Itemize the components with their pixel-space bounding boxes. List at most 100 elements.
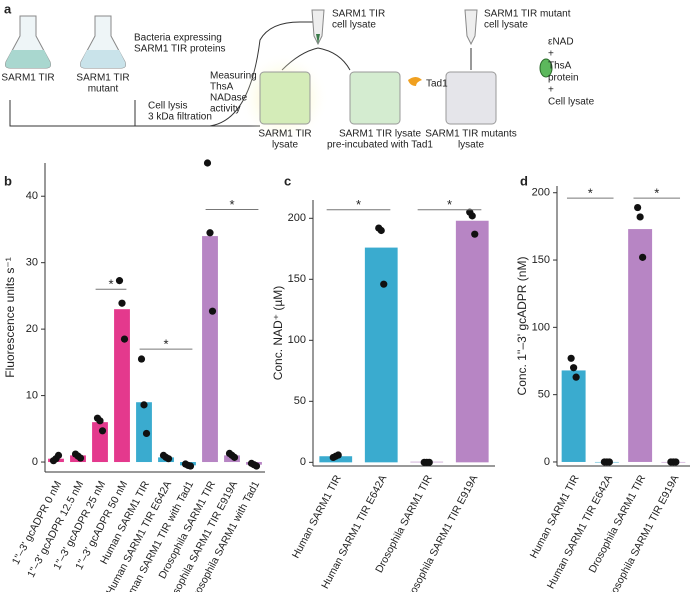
beaker [349, 71, 401, 125]
diagram-label: SARM1 TIR lysate [339, 129, 421, 140]
flow-line [9, 21, 322, 127]
data-point [208, 307, 217, 315]
data-point [334, 451, 342, 459]
data-point [572, 373, 580, 381]
diagram-label: lysate [458, 140, 485, 151]
panel-a: a b c d [4, 1, 553, 188]
diagram-label: Bacteria expressing [134, 33, 222, 44]
data-point [120, 335, 129, 343]
data-point [203, 159, 212, 167]
y-tick-label: 100 [288, 334, 306, 346]
diagram-label: Cell lysate [548, 97, 595, 108]
diagram-label: 3 kDa filtration [148, 112, 212, 123]
data-point [140, 401, 148, 409]
diagram-label: activity [210, 104, 241, 115]
data-point [639, 253, 647, 261]
diagram-label: mutant [88, 84, 119, 95]
tube [464, 9, 478, 46]
diagram-label: cell lysate [484, 20, 528, 31]
data-point [164, 455, 173, 463]
y-tick-label: 0 [544, 456, 550, 468]
data-point [115, 277, 124, 285]
data-point [471, 230, 479, 238]
data-point [570, 364, 578, 372]
data-point [468, 212, 476, 220]
diagram-label: SARM1 TIR proteins [134, 44, 226, 55]
diagram-label: εNAD [548, 37, 574, 48]
diagram-label: SARM1 TIR [76, 73, 129, 84]
bar [628, 229, 653, 462]
y-tick-label: 150 [532, 254, 550, 266]
panel-letter: a [4, 1, 12, 16]
diagram-label: protein [548, 73, 579, 84]
thsa-icon [539, 58, 553, 78]
diagram-label: lysate [272, 140, 299, 151]
tad1-icon [408, 77, 422, 86]
y-axis-label: Fluorescence units s⁻¹ [3, 257, 17, 377]
tube-liquid [316, 34, 320, 44]
y-axis-label: Conc. NAD⁺ (µM) [271, 286, 285, 381]
y-tick-label: 0 [300, 456, 306, 468]
significance-label: * [588, 186, 593, 201]
y-tick-label: 200 [532, 187, 550, 199]
data-point [605, 458, 613, 466]
diagram-label: pre-incubated with Tad1 [327, 140, 433, 151]
data-point [567, 354, 575, 362]
y-tick-label: 100 [532, 321, 550, 333]
significance-label: * [654, 186, 659, 201]
y-axis-label: Conc. 1''–3' gcADPR (nM) [515, 257, 529, 396]
data-point [142, 429, 151, 438]
y-tick-label: 10 [26, 389, 38, 401]
diagram-label: SARM1 TIR [1, 73, 54, 84]
data-point [96, 417, 104, 425]
diagram-label: + [548, 49, 554, 60]
y-tick-label: 0 [32, 456, 38, 468]
bar [561, 370, 586, 462]
y-tick-label: 40 [26, 190, 38, 202]
beaker [445, 71, 497, 125]
panel-letter: d [520, 173, 528, 188]
y-tick-label: 30 [26, 257, 38, 269]
x-tick-label: Human SARM1 TIR [290, 473, 344, 561]
diagram-label: NADase [210, 93, 248, 104]
data-point [377, 226, 385, 235]
diagram-label: cell lysate [332, 20, 376, 31]
diagram-label: SARM1 TIR [332, 9, 385, 20]
significance-label: * [108, 277, 113, 292]
significance-label: * [163, 337, 168, 352]
panel-letter: b [4, 173, 12, 188]
flask-liquid [80, 50, 126, 68]
data-point [206, 229, 214, 237]
diagram-label: ThsA [548, 61, 572, 72]
y-tick-label: 50 [538, 389, 550, 401]
bar [455, 220, 489, 463]
data-point [118, 299, 126, 307]
data-point [636, 213, 644, 221]
diagram-label: SARM1 TIR mutant [484, 9, 571, 20]
data-point [186, 462, 195, 470]
data-point [54, 451, 63, 459]
data-point [252, 462, 261, 470]
tube [311, 9, 325, 46]
significance-label: * [356, 197, 361, 212]
panel-letter: c [284, 173, 291, 188]
beaker [259, 71, 311, 125]
y-tick-label: 50 [294, 395, 306, 407]
diagram-label: Cell lysis [148, 101, 187, 112]
y-tick-label: 20 [26, 323, 38, 335]
bar [114, 309, 130, 463]
y-tick-label: 200 [288, 212, 306, 224]
data-point [380, 280, 388, 288]
diagram-label: Measuring [210, 71, 257, 82]
data-point [137, 355, 146, 363]
data-point [76, 454, 85, 462]
diagram-label: ThsA [210, 82, 234, 93]
data-point [230, 453, 239, 461]
diagram-label: SARM1 TIR mutants [425, 129, 517, 140]
y-tick-label: 150 [288, 273, 306, 285]
bar [364, 247, 398, 463]
diagram-label: + [548, 85, 554, 96]
bar [202, 236, 218, 463]
data-point [98, 427, 107, 435]
